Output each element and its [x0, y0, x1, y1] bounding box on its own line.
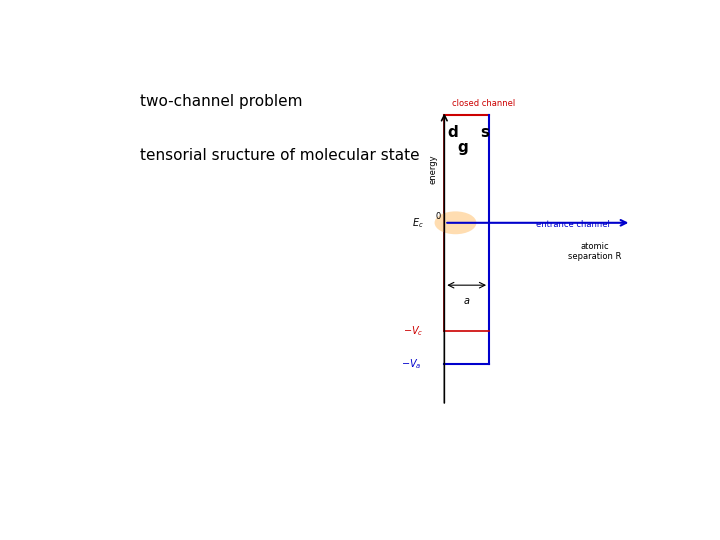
Text: d: d	[447, 125, 458, 140]
Text: closed channel: closed channel	[451, 99, 515, 109]
Text: atomic
separation R: atomic separation R	[568, 241, 621, 261]
Text: $E_c$: $E_c$	[412, 216, 423, 229]
Text: a: a	[464, 295, 469, 306]
Text: entrance channel: entrance channel	[536, 220, 611, 230]
Ellipse shape	[435, 211, 477, 234]
Text: energy: energy	[428, 154, 438, 184]
Text: $-V_c$: $-V_c$	[403, 324, 423, 338]
Text: 0: 0	[435, 212, 441, 221]
Text: $-V_a$: $-V_a$	[401, 357, 421, 371]
Text: tensorial sructure of molecular state: tensorial sructure of molecular state	[140, 148, 420, 163]
Text: two-channel problem: two-channel problem	[140, 94, 302, 109]
Text: g: g	[457, 140, 468, 154]
Text: s: s	[481, 125, 490, 140]
